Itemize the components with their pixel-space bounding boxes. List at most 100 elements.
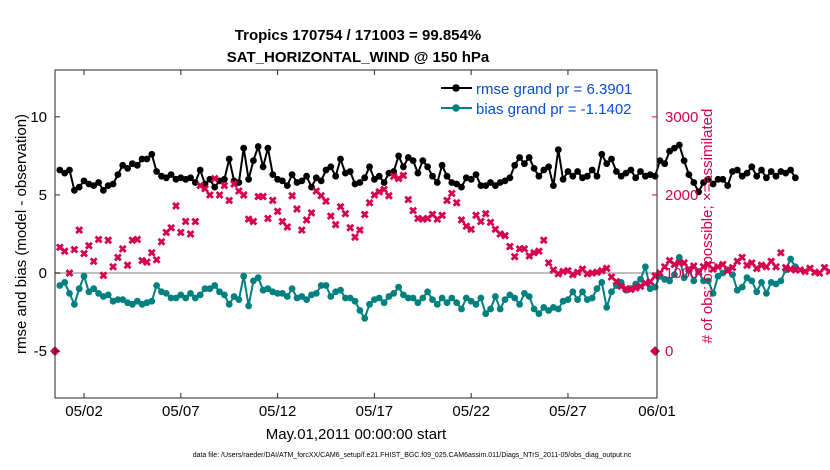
obs-assimilated-marker	[796, 265, 805, 274]
rmse-point	[148, 150, 156, 158]
rmse-point	[492, 182, 499, 190]
rmse-point	[511, 161, 519, 169]
rmse-point	[472, 171, 480, 179]
bias-point	[733, 286, 741, 294]
rmse-point	[124, 165, 131, 172]
bias-point	[598, 279, 606, 286]
rmse-point	[704, 175, 712, 183]
obs-assimilated-marker	[626, 285, 635, 294]
obs-assimilated-marker	[655, 269, 664, 277]
obs-assimilated-marker	[694, 268, 703, 277]
obs-assimilated-marker	[593, 268, 601, 277]
rmse-point	[733, 166, 741, 174]
bias-point	[327, 293, 335, 300]
rmse-point	[66, 166, 73, 174]
bias-point	[704, 277, 712, 285]
axes-box	[54, 69, 658, 399]
obs-assimilated-marker	[452, 198, 461, 207]
bias-point	[501, 296, 509, 303]
rmse-point	[322, 166, 330, 174]
obs-assimilated-marker	[496, 230, 505, 238]
rmse-point	[763, 174, 770, 182]
obs-assimilated-marker	[210, 174, 219, 183]
obs-assimilated-marker	[457, 215, 466, 224]
bias-point	[380, 299, 388, 307]
bias-point	[322, 282, 330, 289]
bias-point	[719, 269, 727, 277]
obs-assimilated-marker	[138, 256, 147, 265]
rmse-point	[583, 172, 591, 180]
y-left-tick-label: 10	[30, 109, 47, 126]
rmse-point	[298, 177, 306, 185]
obs-assimilated-marker	[714, 262, 722, 271]
y-left-tick-label: -5	[34, 343, 47, 360]
bias-point	[574, 296, 581, 303]
bias-point	[80, 272, 88, 280]
bias-point	[467, 297, 475, 305]
rmse-point	[501, 177, 509, 185]
bias-point	[690, 277, 698, 285]
bias-point	[433, 300, 441, 308]
x-tick-label: 05/02	[65, 403, 103, 420]
obs-assimilated-marker	[230, 180, 239, 188]
bias-point	[317, 282, 325, 289]
bias-point	[162, 290, 170, 297]
obs-assimilated-marker	[597, 266, 606, 275]
rmse-point	[337, 155, 344, 163]
obs-assimilated-marker	[617, 282, 626, 291]
bias-point	[75, 285, 83, 293]
rmse-point	[288, 171, 296, 179]
chart-title-line1: Tropics 170754 / 171003 = 99.854%	[235, 27, 481, 44]
bias-point	[221, 291, 228, 299]
rmse-point	[695, 188, 702, 196]
rmse-point	[569, 172, 577, 180]
rmse-point	[666, 147, 673, 155]
rmse-point	[264, 144, 272, 152]
bias-point	[395, 283, 402, 291]
obs-assimilated-marker	[505, 242, 514, 251]
bias-point	[593, 285, 601, 293]
bias-point	[477, 294, 485, 302]
bias-point	[603, 304, 611, 311]
obs-assimilated-marker	[767, 257, 776, 266]
rmse-point	[269, 171, 277, 179]
rmse-point	[675, 141, 683, 149]
obs-assimilated-marker	[346, 223, 355, 232]
rmse-point	[516, 154, 523, 161]
rmse-point	[680, 157, 688, 165]
obs-assimilated-marker	[544, 258, 553, 267]
rmse-point	[709, 180, 717, 188]
bias-point	[414, 299, 422, 307]
obs-assimilated-marker	[322, 197, 330, 206]
bias-point	[129, 300, 136, 308]
rmse-point	[617, 172, 625, 180]
x-axis-label: May.01,2011 00:00:00 start	[266, 426, 447, 443]
x-tick-label: 05/17	[356, 403, 394, 420]
bias-point	[385, 293, 393, 300]
rmse-point	[245, 175, 253, 183]
obs-assimilated-marker	[94, 235, 103, 244]
obs-assimilated-marker	[501, 231, 510, 240]
rmse-point	[221, 175, 228, 183]
bias-point	[443, 299, 451, 307]
rmse-point	[545, 163, 552, 171]
bias-point	[342, 294, 349, 302]
bias-point	[225, 300, 233, 308]
legend: rmse grand pr = 6.3901 bias grand pr = -…	[441, 81, 632, 118]
bias-point	[540, 304, 548, 311]
bias-point	[351, 297, 359, 305]
rmse-point	[283, 182, 291, 190]
obs-assimilated-marker	[80, 249, 88, 258]
rmse-point	[719, 175, 727, 183]
bias-point	[114, 296, 122, 303]
obs-assimilated-marker	[568, 270, 577, 279]
rmse-point	[395, 152, 402, 160]
rmse-point	[167, 171, 175, 179]
legend-bias-marker	[452, 104, 460, 112]
rmse-point	[225, 155, 233, 163]
obs-assimilated-marker	[302, 215, 311, 224]
obs-assimilated-marker	[60, 247, 69, 256]
bias-point	[579, 288, 586, 296]
rmse-point	[211, 183, 219, 191]
